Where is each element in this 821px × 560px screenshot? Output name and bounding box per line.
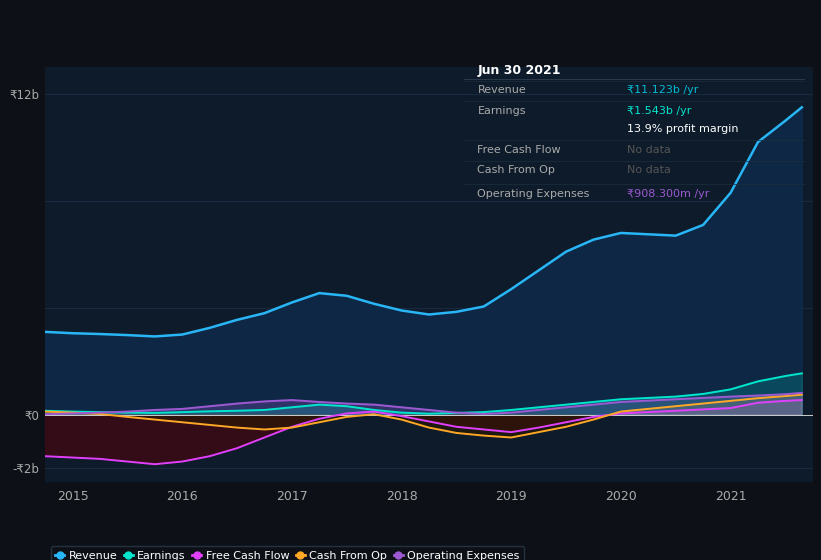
Text: ₹1.543b /yr: ₹1.543b /yr xyxy=(627,106,692,116)
Legend: Revenue, Earnings, Free Cash Flow, Cash From Op, Operating Expenses: Revenue, Earnings, Free Cash Flow, Cash … xyxy=(51,546,524,560)
Text: Cash From Op: Cash From Op xyxy=(478,165,555,175)
Text: 13.9% profit margin: 13.9% profit margin xyxy=(627,124,739,134)
Text: Earnings: Earnings xyxy=(478,106,526,116)
Text: No data: No data xyxy=(627,165,672,175)
Text: ₹908.300m /yr: ₹908.300m /yr xyxy=(627,189,710,199)
Text: Revenue: Revenue xyxy=(478,85,526,95)
Text: ₹11.123b /yr: ₹11.123b /yr xyxy=(627,85,699,95)
Text: Operating Expenses: Operating Expenses xyxy=(478,189,589,199)
Text: Jun 30 2021: Jun 30 2021 xyxy=(478,64,561,77)
Text: Free Cash Flow: Free Cash Flow xyxy=(478,145,561,155)
Text: No data: No data xyxy=(627,145,672,155)
